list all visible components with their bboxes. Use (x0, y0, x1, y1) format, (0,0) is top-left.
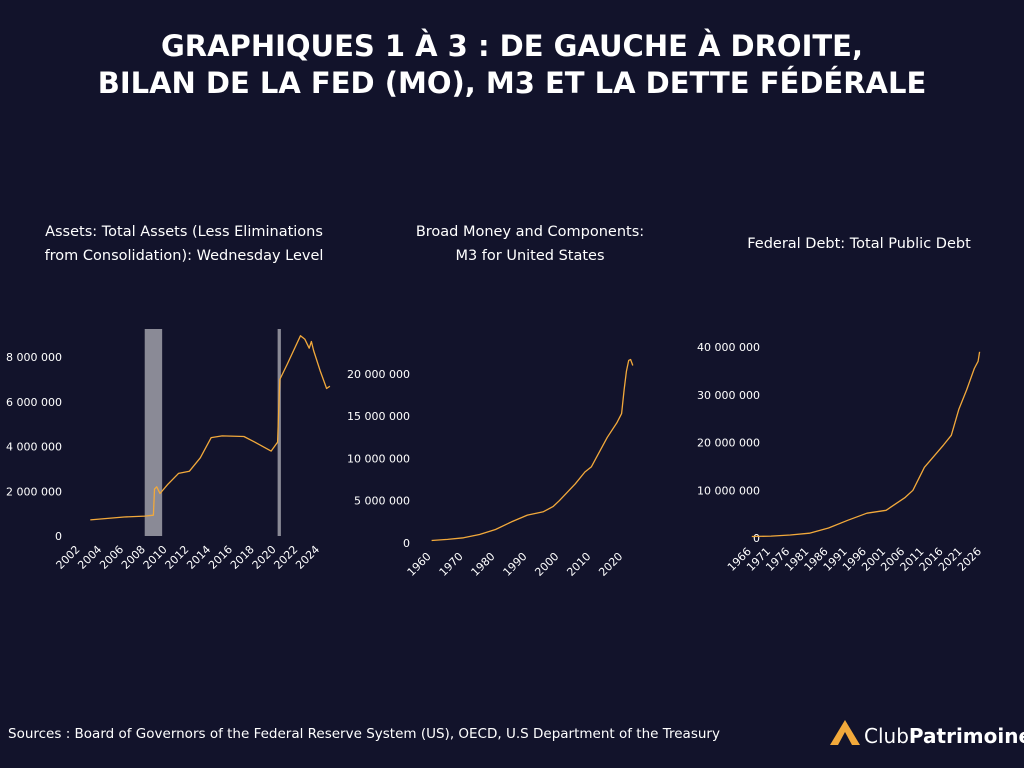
chart-title: M3 for United States (455, 248, 604, 264)
chart-title: Broad Money and Components: (416, 224, 644, 240)
logo-icon-inner (838, 732, 852, 745)
data-line (431, 358, 634, 542)
main-title-line: BILAN DE LA FED (MO), M3 ET LA DETTE FÉD… (98, 66, 927, 100)
y-tick-label: 6 000 000 (6, 396, 62, 409)
y-tick-label: 8 000 000 (6, 351, 62, 364)
shaded-range (144, 329, 163, 536)
shaded-range (277, 329, 281, 536)
source-note: Sources : Board of Governors of the Fede… (8, 726, 720, 742)
y-tick-label: 10 000 000 (697, 484, 760, 497)
logo-prefix: ClubPatrimoine (864, 724, 1024, 748)
y-tick-label: 0 (55, 530, 62, 543)
y-tick-label: 10 000 000 (347, 452, 410, 465)
y-tick-label: 4 000 000 (6, 441, 62, 454)
y-tick-label: 0 (753, 532, 760, 545)
data-line (751, 351, 981, 538)
y-tick-label: 5 000 000 (354, 495, 410, 508)
y-tick-label: 0 (403, 537, 410, 550)
y-tick-label: 15 000 000 (347, 410, 410, 423)
y-tick-label: 20 000 000 (347, 368, 410, 381)
logo-name: Patrimoine (909, 724, 1024, 748)
y-tick-label: 2 000 000 (6, 485, 62, 498)
y-tick-label: 20 000 000 (697, 437, 760, 450)
chart-title: Assets: Total Assets (Less Eliminations (45, 224, 323, 240)
logo: ClubPatrimoine (830, 720, 1024, 748)
logo-prefix-text: Club (864, 724, 909, 748)
y-tick-label: 30 000 000 (697, 389, 760, 402)
data-line (90, 335, 331, 521)
chart-title: Federal Debt: Total Public Debt (747, 236, 971, 252)
main-title-line: GRAPHIQUES 1 À 3 : DE GAUCHE À DROITE, (161, 29, 863, 63)
chart-title: from Consolidation): Wednesday Level (45, 248, 324, 264)
y-tick-label: 40 000 000 (697, 341, 760, 354)
